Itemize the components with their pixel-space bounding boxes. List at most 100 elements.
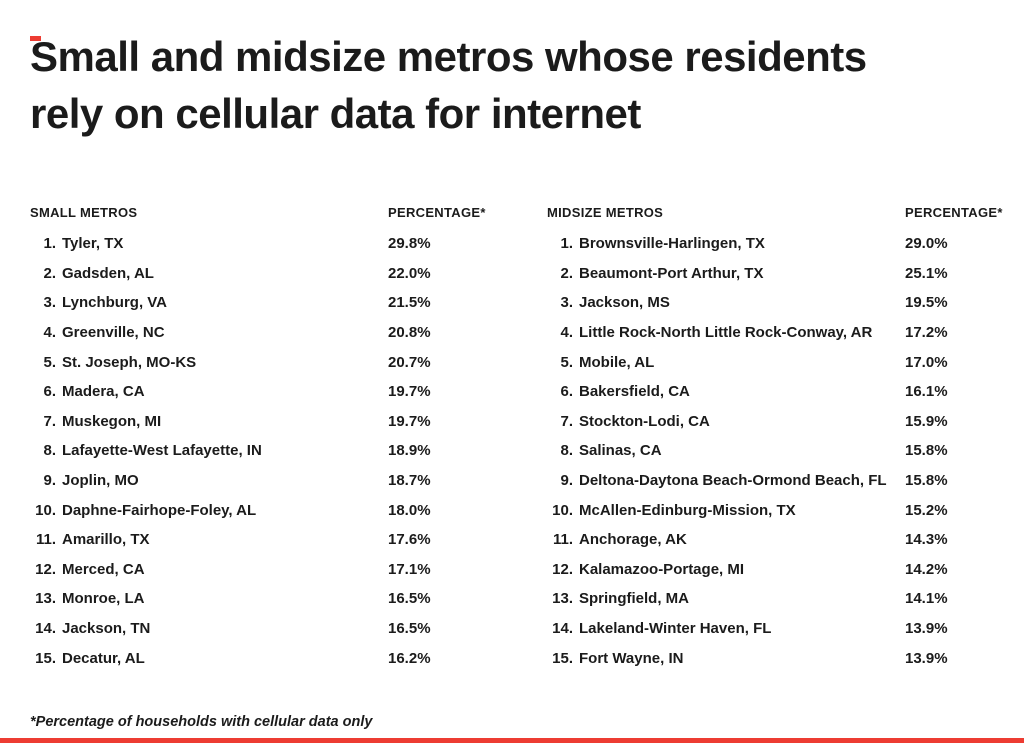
percentage-value: 13.9% <box>905 649 948 667</box>
table-row: 1. Tyler, TX 29.8% <box>30 229 520 259</box>
metro-name: Monroe, LA <box>62 590 145 608</box>
column-header-percentage: PERCENTAGE* <box>905 204 1003 220</box>
rank: 8. <box>560 442 573 460</box>
percentage-value: 15.8% <box>905 442 948 460</box>
rank: 15. <box>35 649 56 667</box>
table-row: 2. Beaumont-Port Arthur, TX 25.1% <box>547 259 994 289</box>
metro-name: Madera, CA <box>62 383 145 401</box>
percentage-value: 18.7% <box>388 472 431 490</box>
table-row: 3. Jackson, MS 19.5% <box>547 288 994 318</box>
table-row: 8. Lafayette-West Lafayette, IN 18.9% <box>30 436 520 466</box>
percentage-value: 14.1% <box>905 590 948 608</box>
table-row: 7. Stockton-Lodi, CA 15.9% <box>547 407 994 437</box>
table-row: 5. Mobile, AL 17.0% <box>547 347 994 377</box>
metro-name: Springfield, MA <box>579 590 689 608</box>
rank: 7. <box>560 412 573 430</box>
metro-name: Fort Wayne, IN <box>579 649 684 667</box>
tables-region: SMALL METROS PERCENTAGE* 1. Tyler, TX 29.8% 2… <box>0 197 1024 673</box>
metro-name: Stockton-Lodi, CA <box>579 412 710 430</box>
rank: 12. <box>552 560 573 578</box>
rank: 9. <box>43 472 56 490</box>
footnote: *Percentage of households with cellular … <box>30 714 373 730</box>
table-row: 11. Anchorage, AK 14.3% <box>547 525 994 555</box>
bottom-accent-bar <box>0 738 1024 743</box>
rank: 12. <box>35 560 56 578</box>
top-accent-mark <box>30 36 41 41</box>
table-row: 13. Monroe, LA 16.5% <box>30 584 520 614</box>
rank: 6. <box>560 383 573 401</box>
percentage-value: 15.2% <box>905 501 948 519</box>
percentage-value: 16.5% <box>388 620 431 638</box>
table-row: 15. Decatur, AL 16.2% <box>30 643 520 673</box>
rank: 14. <box>35 620 56 638</box>
column-header-metros: MIDSIZE METROS <box>547 204 664 220</box>
percentage-value: 29.8% <box>388 235 431 253</box>
metro-name: Lynchburg, VA <box>62 294 167 312</box>
table-row: 6. Bakersfield, CA 16.1% <box>547 377 994 407</box>
rank: 4. <box>43 324 56 342</box>
rank: 1. <box>560 235 573 253</box>
percentage-value: 29.0% <box>905 235 948 253</box>
percentage-value: 17.1% <box>388 560 431 578</box>
table-row: 12. Merced, CA 17.1% <box>30 555 520 585</box>
percentage-value: 18.9% <box>388 442 431 460</box>
table-row: 12. Kalamazoo-Portage, MI 14.2% <box>547 555 994 585</box>
page-title-line-2: rely on cellular data for internet <box>30 90 641 137</box>
table-row: 6. Madera, CA 19.7% <box>30 377 520 407</box>
table-row: 7. Muskegon, MI 19.7% <box>30 407 520 437</box>
metro-name: Greenville, NC <box>62 324 165 342</box>
metro-name: McAllen-Edinburg-Mission, TX <box>579 501 796 519</box>
table-row: 9. Deltona-Daytona Beach-Ormond Beach, FL… <box>547 466 994 496</box>
metro-name: Bakersfield, CA <box>579 383 690 401</box>
table-row: 15. Fort Wayne, IN 13.9% <box>547 643 994 673</box>
metro-name: St. Joseph, MO-KS <box>62 353 197 371</box>
percentage-value: 22.0% <box>388 264 431 282</box>
percentage-value: 18.0% <box>388 501 431 519</box>
percentage-value: 15.9% <box>905 412 948 430</box>
metro-name: Muskegon, MI <box>62 412 162 430</box>
percentage-value: 20.8% <box>388 324 431 342</box>
rank: 2. <box>43 264 56 282</box>
percentage-value: 13.9% <box>905 620 948 638</box>
column-header-metros: SMALL METROS <box>30 204 138 220</box>
table-row: 1. Brownsville-Harlingen, TX 29.0% <box>547 229 994 259</box>
percentage-value: 17.2% <box>905 324 948 342</box>
rank: 11. <box>35 531 56 549</box>
table-row: 4. Greenville, NC 20.8% <box>30 318 520 348</box>
rank: 1. <box>43 235 56 253</box>
metro-name: Anchorage, AK <box>579 531 687 549</box>
rank: 10. <box>35 501 56 519</box>
rank: 6. <box>43 383 56 401</box>
rank: 13. <box>35 590 56 608</box>
table-row: 10. Daphne-Fairhope-Foley, AL 18.0% <box>30 495 520 525</box>
metro-name: Jackson, MS <box>579 294 670 312</box>
percentage-value: 20.7% <box>388 353 431 371</box>
percentage-value: 17.0% <box>905 353 948 371</box>
percentage-value: 14.3% <box>905 531 948 549</box>
percentage-value: 16.1% <box>905 383 948 401</box>
percentage-value: 19.5% <box>905 294 948 312</box>
percentage-value: 15.8% <box>905 472 948 490</box>
rank: 7. <box>43 412 56 430</box>
percentage-value: 17.6% <box>388 531 431 549</box>
rank: 10. <box>552 501 573 519</box>
rank: 2. <box>560 264 573 282</box>
metro-table: MIDSIZE METROS PERCENTAGE* 1. Brownsville-H… <box>547 197 1002 673</box>
metro-name: Mobile, AL <box>579 353 655 371</box>
table-row: 5. St. Joseph, MO-KS 20.7% <box>30 347 520 377</box>
metro-name: Lakeland-Winter Haven, FL <box>579 620 772 638</box>
metro-name: Joplin, MO <box>62 472 139 490</box>
table-row: 8. Salinas, CA 15.8% <box>547 436 994 466</box>
metro-name: Decatur, AL <box>62 649 145 667</box>
page-title: Small and midsize metros whose residents… <box>30 28 994 142</box>
metro-name: Deltona-Daytona Beach-Ormond Beach, FL <box>579 472 887 490</box>
table-row: 3. Lynchburg, VA 21.5% <box>30 288 520 318</box>
table-header-row: MIDSIZE METROS PERCENTAGE* <box>547 197 1002 227</box>
metro-name: Jackson, TN <box>62 620 151 638</box>
rank: 14. <box>552 620 573 638</box>
rank: 8. <box>43 442 56 460</box>
table-row: 14. Lakeland-Winter Haven, FL 13.9% <box>547 614 994 644</box>
rank: 3. <box>43 294 56 312</box>
percentage-value: 16.2% <box>388 649 431 667</box>
rank: 11. <box>552 531 573 549</box>
